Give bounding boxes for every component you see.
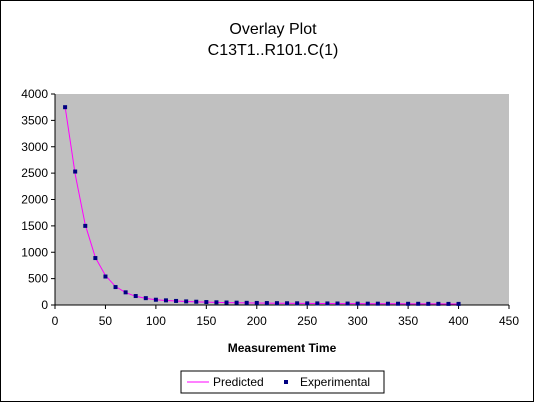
y-tick-label: 1500 <box>21 219 48 233</box>
chart-subtitle: C13T1..R101.C(1) <box>208 42 339 59</box>
experimental-point <box>345 301 350 306</box>
experimental-point <box>93 256 98 261</box>
experimental-point <box>103 274 108 279</box>
experimental-point <box>254 300 259 305</box>
legend-experimental-label: Experimental <box>300 375 370 389</box>
experimental-point <box>385 301 390 306</box>
x-tick-label: 400 <box>449 314 469 328</box>
x-tick-label: 350 <box>398 314 418 328</box>
experimental-point <box>194 299 199 304</box>
experimental-point <box>204 300 209 305</box>
y-tick-label: 2000 <box>21 193 48 207</box>
experimental-point <box>375 301 380 306</box>
experimental-point <box>396 301 401 306</box>
experimental-point <box>264 301 269 306</box>
x-tick-label: 50 <box>99 314 113 328</box>
experimental-point <box>143 296 148 301</box>
experimental-point <box>355 301 360 306</box>
experimental-point <box>295 301 300 306</box>
experimental-point <box>234 300 239 305</box>
legend-box <box>180 370 385 394</box>
experimental-point <box>63 105 68 110</box>
experimental-point <box>174 298 179 303</box>
x-tick-label: 300 <box>348 314 368 328</box>
y-tick-label: 4000 <box>21 87 48 101</box>
experimental-point <box>426 301 431 306</box>
x-tick-label: 0 <box>52 314 59 328</box>
experimental-point <box>153 297 158 302</box>
legend: Predicted Experimental <box>180 370 385 394</box>
y-tick-label: 3500 <box>21 113 48 127</box>
experimental-point <box>305 301 310 306</box>
experimental-point <box>416 301 421 306</box>
series-predicted-line <box>64 106 459 305</box>
experimental-point <box>456 301 461 306</box>
experimental-point <box>163 298 168 303</box>
x-axis: 0 50 100 150 200 250 300 350 400 450 <box>52 305 519 328</box>
y-tick-label: 1000 <box>21 245 48 259</box>
experimental-point <box>325 301 330 306</box>
experimental-point <box>274 301 279 306</box>
experimental-point <box>83 223 88 228</box>
experimental-point <box>133 294 138 299</box>
y-tick-label: 3000 <box>21 140 48 154</box>
legend-predicted-label: Predicted <box>213 375 264 389</box>
experimental-point <box>113 285 118 290</box>
y-tick-label: 2500 <box>21 166 48 180</box>
y-axis: 0 500 1000 1500 2000 2500 3000 3500 4000 <box>21 87 55 312</box>
experimental-point <box>285 301 290 306</box>
plot-area <box>55 94 509 305</box>
series-experimental-markers <box>63 105 461 306</box>
x-tick-label: 200 <box>247 314 267 328</box>
experimental-point <box>224 300 229 305</box>
y-tick-label: 500 <box>28 272 48 286</box>
experimental-point <box>244 300 249 305</box>
experimental-point <box>184 299 189 304</box>
x-tick-label: 450 <box>499 314 519 328</box>
x-tick-label: 250 <box>297 314 317 328</box>
experimental-point <box>365 301 370 306</box>
experimental-point <box>446 301 451 306</box>
experimental-point <box>315 301 320 306</box>
experimental-point <box>214 300 219 305</box>
experimental-point <box>123 290 128 295</box>
experimental-point <box>436 301 441 306</box>
chart-title: Overlay Plot <box>229 21 317 38</box>
x-axis-title: Measurement Time <box>228 341 337 355</box>
experimental-point <box>406 301 411 306</box>
y-tick-label: 0 <box>41 298 48 312</box>
x-tick-label: 150 <box>196 314 216 328</box>
x-tick-label: 100 <box>146 314 166 328</box>
legend-experimental-swatch <box>284 380 288 384</box>
experimental-point <box>73 169 78 174</box>
experimental-point <box>335 301 340 306</box>
